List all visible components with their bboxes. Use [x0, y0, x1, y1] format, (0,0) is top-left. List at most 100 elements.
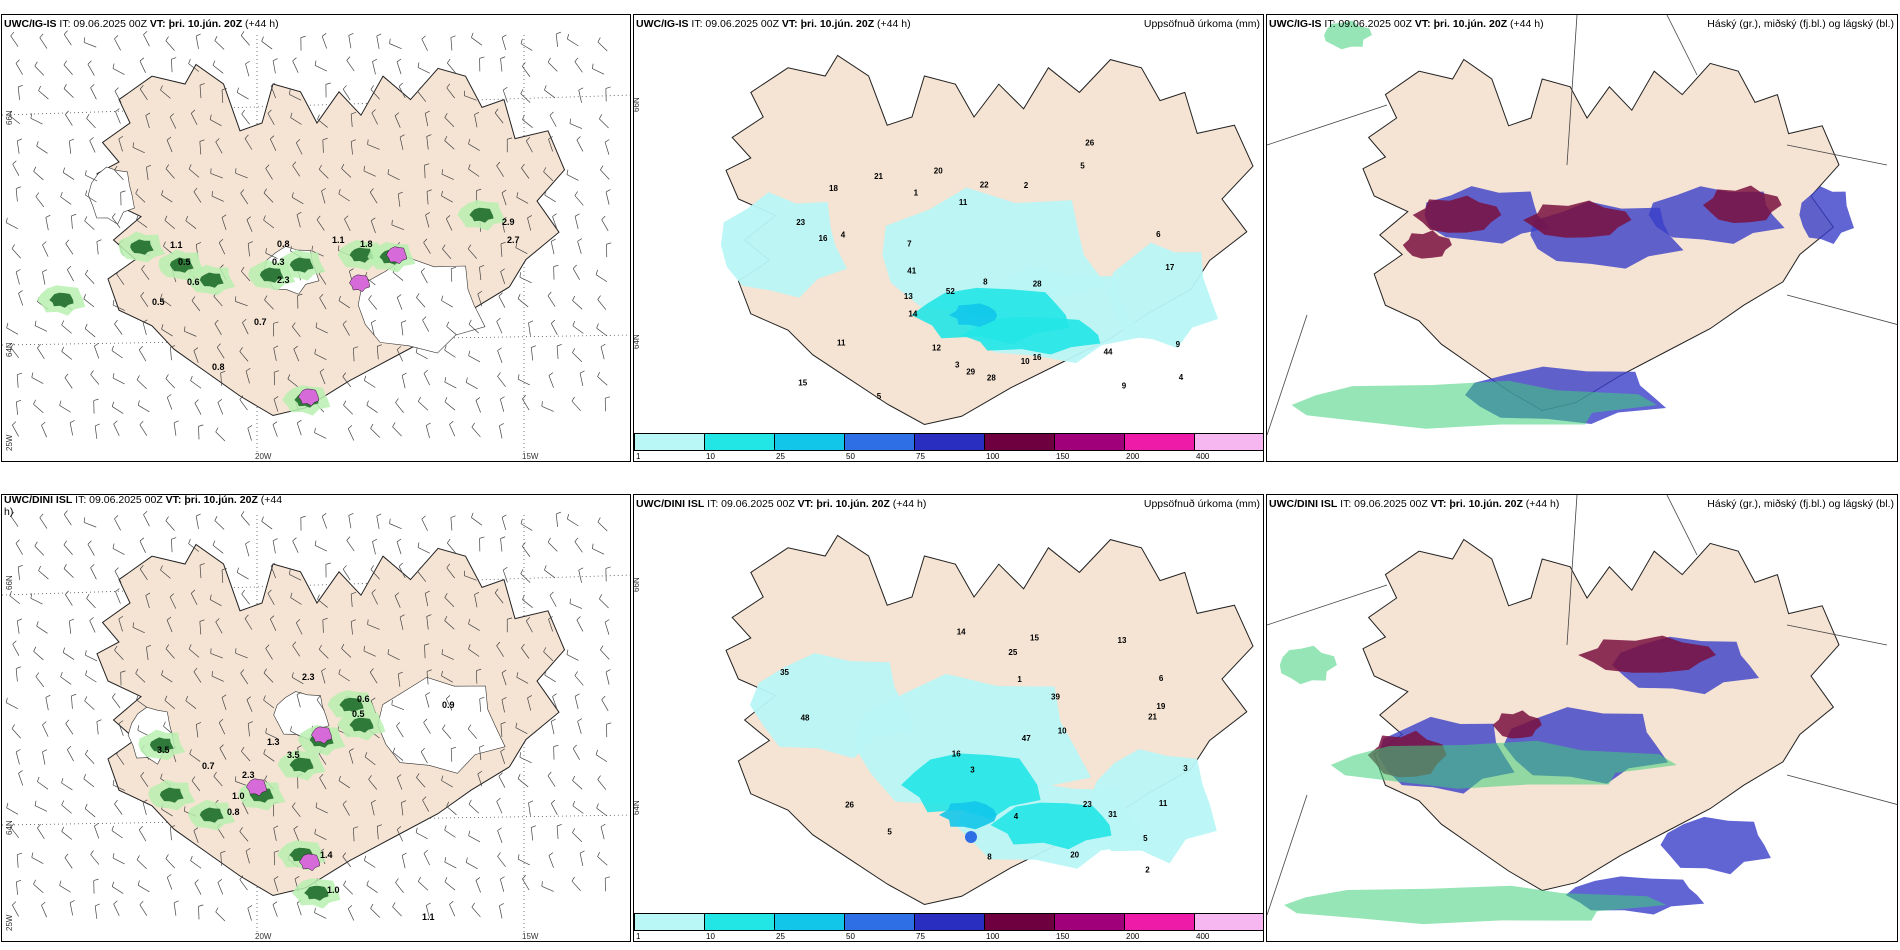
wind-barb-flag — [497, 852, 501, 857]
wind-barb-flag — [11, 244, 15, 249]
wind-barb — [37, 827, 45, 840]
wind-barb-flag — [114, 87, 119, 92]
wind-barb — [64, 857, 73, 869]
wind-barb-flag — [574, 213, 580, 217]
wind-barb-flag — [401, 800, 407, 803]
wind-barb-flag — [120, 670, 126, 673]
wind-barb-flag — [351, 139, 356, 142]
wind-barb-flag — [526, 617, 531, 622]
wind-barb-flag — [199, 83, 205, 86]
wind-barb-flag — [396, 346, 402, 350]
wind-barb-flag — [395, 398, 399, 403]
precip-value-label: 9 — [1176, 340, 1181, 349]
precip-value-label: 0.9 — [442, 700, 455, 710]
wind-barb — [442, 248, 452, 259]
precip-area-heavy — [349, 247, 374, 263]
wind-barb — [567, 38, 579, 47]
wind-barb-flag — [111, 693, 116, 698]
wind-barb-flag — [348, 32, 354, 36]
wind-barb-flag — [161, 190, 164, 196]
wind-barb-flag — [118, 615, 124, 620]
grid-line — [1267, 314, 1308, 436]
wind-barb — [265, 732, 278, 739]
wind-barb-flag — [471, 422, 475, 428]
wind-barb — [193, 671, 202, 683]
wind-barb — [239, 831, 249, 842]
wind-barb-flag — [217, 399, 223, 403]
wind-barb — [114, 570, 122, 583]
wind-barb-flag — [85, 170, 87, 176]
wind-barb-flag — [248, 241, 253, 244]
wind-barb-flag — [522, 114, 525, 120]
wind-barb-flag — [12, 640, 17, 645]
wind-barb-flag — [188, 164, 192, 170]
wind-barb-flag — [90, 564, 95, 568]
wind-barb-flag — [241, 109, 245, 115]
wind-barb — [577, 721, 582, 734]
wind-barb — [502, 89, 508, 103]
wind-barb-flag — [263, 668, 267, 674]
precip-value-label: 2 — [1145, 866, 1150, 875]
wind-barb-flag — [116, 269, 120, 275]
wind-barb — [220, 372, 223, 386]
wind-barb-flag — [444, 857, 447, 863]
wind-barb-flag — [112, 853, 115, 859]
wind-barb-flag — [59, 880, 62, 886]
lat-label: 25W — [5, 434, 14, 451]
wind-barb-flag — [114, 515, 119, 520]
wind-barb-flag — [188, 644, 192, 650]
wind-barb — [496, 321, 503, 334]
wind-barb-flag — [84, 323, 88, 329]
wind-barb-flag — [392, 747, 396, 753]
colorbar-label: 100 — [986, 452, 1000, 461]
wind-barb — [498, 296, 506, 308]
wind-barb-flag — [239, 875, 244, 880]
wind-barb — [287, 378, 299, 388]
precip-value-label: 22 — [980, 181, 989, 190]
wind-barb-flag — [572, 295, 576, 301]
wind-barb — [544, 89, 556, 99]
wind-barb — [94, 425, 98, 439]
wind-barb-flag — [171, 537, 177, 540]
wind-barb-flag — [446, 695, 451, 700]
wind-barb — [293, 349, 300, 362]
wind-barb-flag — [293, 825, 298, 830]
wind-barb — [368, 299, 378, 310]
wind-barb-flag — [292, 161, 297, 166]
wind-barb — [525, 140, 533, 153]
wind-barb — [33, 171, 44, 181]
precip-field — [901, 753, 1041, 820]
wind-barb-flag — [549, 591, 554, 596]
wind-barb-flag — [578, 567, 584, 571]
wind-barb-flag — [236, 567, 239, 573]
wind-barb-flag — [496, 797, 501, 802]
wind-barb — [530, 827, 534, 841]
wind-barb — [199, 141, 202, 155]
wind-barb — [221, 89, 224, 103]
wind-barb-flag — [165, 36, 169, 41]
wind-barb-flag — [449, 900, 454, 905]
wind-barb-flag — [141, 265, 145, 270]
wind-barb-flag — [161, 324, 164, 330]
wind-barb-flag — [416, 293, 420, 298]
wind-barb — [199, 565, 202, 579]
wind-barb — [188, 543, 200, 552]
wind-barb-flag — [61, 826, 64, 832]
wind-barb-flag — [605, 566, 611, 569]
wind-barb-flag — [551, 718, 556, 722]
wind-barb-flag — [424, 643, 430, 646]
wind-barb-flag — [519, 752, 522, 758]
wind-barb-flag — [574, 537, 579, 542]
wind-barb-flag — [170, 345, 176, 348]
wind-barb-flag — [553, 264, 559, 267]
precip-area-purple — [246, 778, 268, 797]
wind-barb-flag — [423, 849, 429, 854]
wind-barb-flag — [184, 806, 186, 812]
wind-barb-flag — [171, 57, 177, 60]
wind-barb-flag — [556, 511, 561, 515]
wind-barb — [502, 569, 508, 583]
wind-barb — [263, 192, 274, 203]
wind-barb — [145, 595, 150, 609]
wind-barb — [38, 90, 49, 100]
